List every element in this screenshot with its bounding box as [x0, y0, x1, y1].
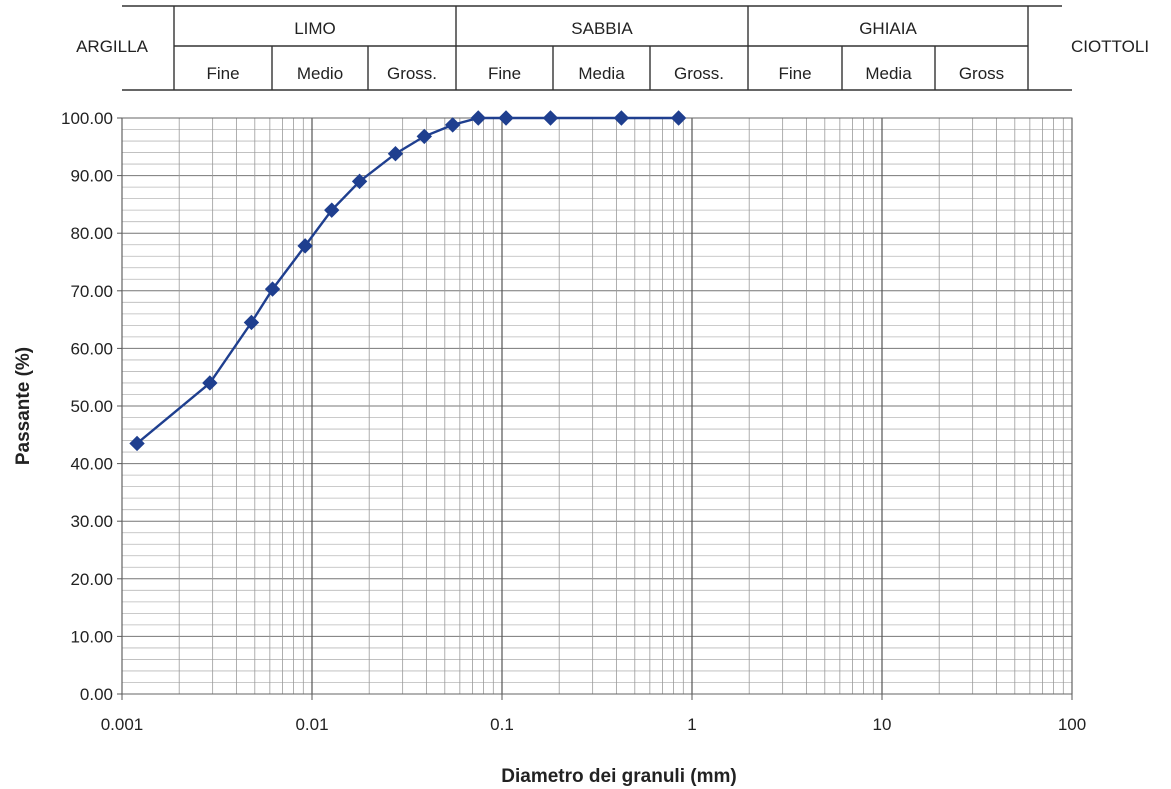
x-tick-label: 100	[1058, 715, 1086, 734]
data-point-9	[444, 117, 461, 133]
header-sub-label: Medio	[297, 64, 343, 83]
data-point-0	[129, 435, 145, 452]
y-tick-label: 0.00	[80, 685, 113, 704]
header-group-ghiaia: GHIAIA	[859, 19, 917, 38]
data-point-2	[243, 314, 260, 331]
header-sub-label: Gross.	[674, 64, 724, 83]
data-point-12	[542, 110, 559, 126]
header-group-sabbia: SABBIA	[571, 19, 633, 38]
x-tick-label: 0.001	[101, 715, 144, 734]
y-tick-label: 80.00	[70, 224, 113, 243]
header-sub-label: Gross	[959, 64, 1004, 83]
data-point-13	[613, 110, 630, 126]
data-point-10	[470, 110, 486, 126]
data-point-6	[351, 173, 368, 190]
x-tick-label: 1	[687, 715, 696, 734]
y-tick-label: 70.00	[70, 282, 113, 301]
header-sub-label: Gross.	[387, 64, 437, 83]
x-tick-label: 0.01	[295, 715, 328, 734]
header-sub-label: Fine	[206, 64, 239, 83]
data-point-4	[297, 238, 313, 254]
x-tick-label: 0.1	[490, 715, 514, 734]
y-axis-title: Passante (%)	[13, 347, 34, 465]
header-sub-label: Fine	[778, 64, 811, 83]
header-argilla: ARGILLA	[76, 37, 148, 56]
data-point-3	[264, 281, 281, 297]
data-point-5	[324, 202, 340, 218]
header-sub-label: Fine	[488, 64, 521, 83]
header-ciottoli: CIOTTOLI	[1071, 37, 1149, 56]
data-point-1	[202, 375, 218, 391]
y-tick-label: 30.00	[70, 512, 113, 531]
y-tick-label: 20.00	[70, 570, 113, 589]
y-tick-label: 40.00	[70, 455, 113, 474]
data-point-14	[670, 110, 687, 126]
data-point-11	[498, 110, 514, 126]
y-tick-label: 100.00	[61, 109, 113, 128]
y-tick-label: 90.00	[70, 167, 113, 186]
header-group-limo: LIMO	[294, 19, 336, 38]
x-tick-label: 10	[873, 715, 892, 734]
header-sub-label: Media	[578, 64, 625, 83]
grid-lines	[121, 117, 1073, 695]
y-tick-label: 10.00	[70, 627, 113, 646]
header-sub-label: Media	[865, 64, 912, 83]
classification-header	[122, 5, 1072, 91]
y-tick-label: 60.00	[70, 339, 113, 358]
x-axis-title: Diametro dei granuli (mm)	[501, 766, 736, 787]
data-point-8	[416, 128, 433, 145]
data-point-7	[387, 146, 404, 162]
y-tick-label: 50.00	[70, 397, 113, 416]
